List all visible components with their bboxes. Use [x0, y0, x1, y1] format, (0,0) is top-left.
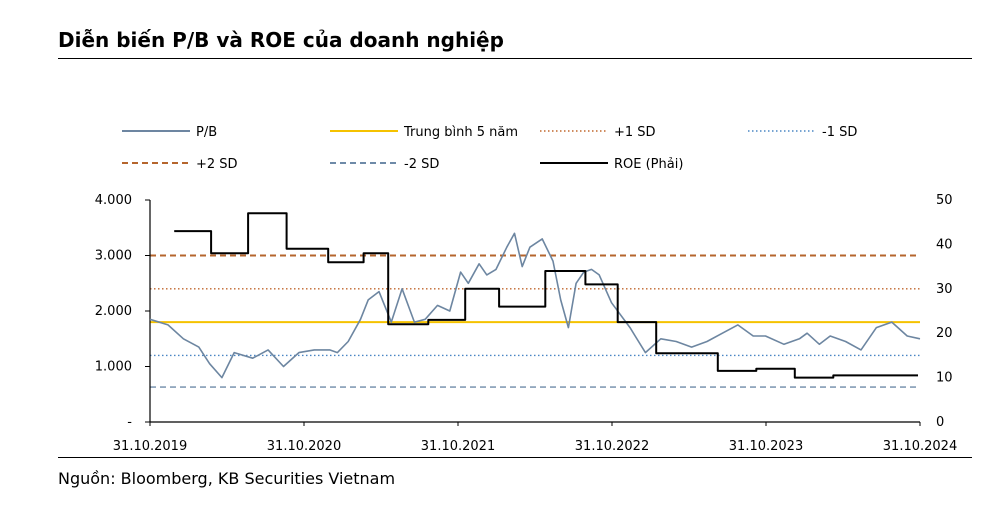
- pb-series-line: [149, 232, 921, 379]
- left-tick-label: 1.000: [95, 360, 132, 375]
- right-tick-label: 40: [936, 237, 953, 252]
- right-tick-label: 50: [936, 193, 953, 208]
- legend-label: -2 SD: [404, 157, 439, 172]
- legend-label: P/B: [196, 125, 217, 140]
- legend-label: ROE (Phải): [614, 157, 683, 172]
- title-divider: [58, 58, 972, 59]
- left-tick-label: 4.000: [95, 193, 132, 208]
- x-tick-label: 31.10.2023: [729, 439, 803, 454]
- legend-label: +2 SD: [196, 157, 238, 172]
- source-note: Nguồn: Bloomberg, KB Securities Vietnam: [58, 469, 396, 488]
- x-tick-label: 31.10.2024: [883, 439, 957, 454]
- x-tick-label: 31.10.2019: [113, 439, 187, 454]
- left-tick-label: 2.000: [95, 304, 132, 319]
- legend-label: Trung bình 5 năm: [403, 125, 518, 140]
- x-tick-label: 31.10.2022: [575, 439, 649, 454]
- x-tick-label: 31.10.2020: [267, 439, 341, 454]
- chart-title: Diễn biến P/B và ROE của doanh nghiệp: [58, 28, 504, 52]
- left-tick-label: 3.000: [95, 249, 132, 264]
- right-tick-label: 20: [936, 326, 953, 341]
- source-divider: [58, 457, 972, 458]
- legend-label: +1 SD: [614, 125, 656, 140]
- right-tick-label: 10: [936, 371, 953, 386]
- right-tick-label: 30: [936, 282, 953, 297]
- roe-series-line: [174, 212, 918, 379]
- legend-label: -1 SD: [822, 125, 857, 140]
- x-tick-label: 31.10.2021: [421, 439, 495, 454]
- right-tick-label: 0: [936, 415, 944, 430]
- left-tick-label: -: [127, 415, 132, 430]
